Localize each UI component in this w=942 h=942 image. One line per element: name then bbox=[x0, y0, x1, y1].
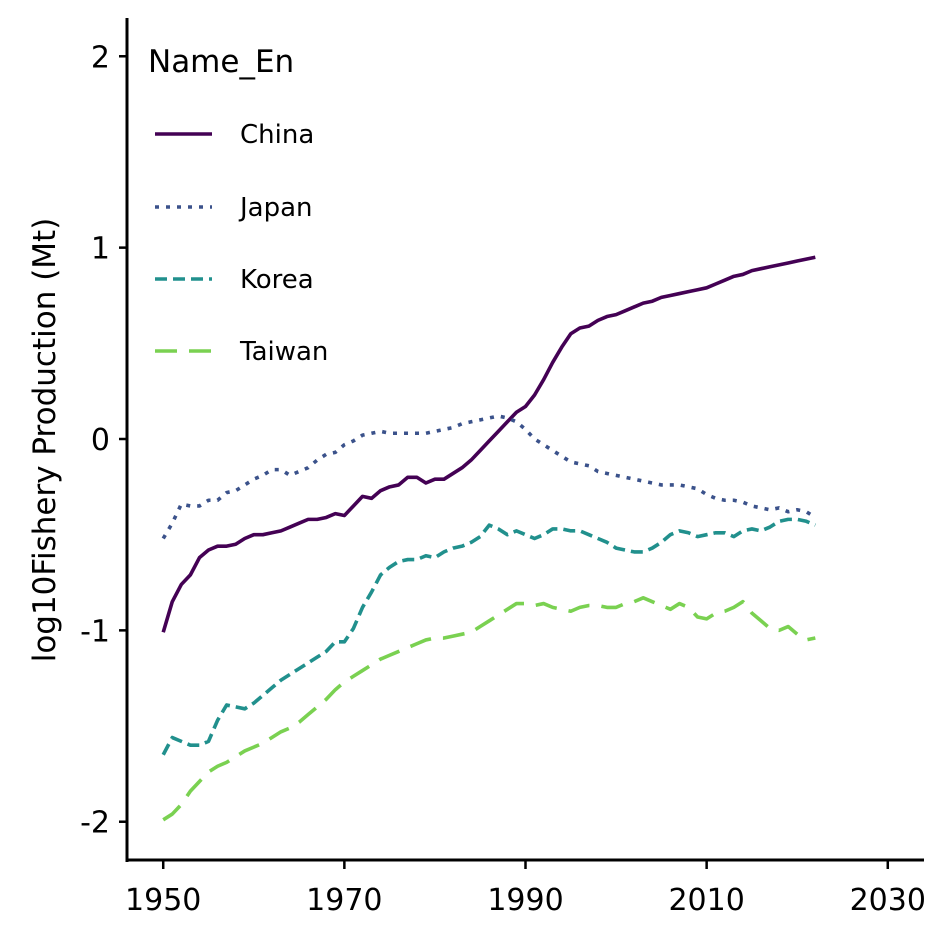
series-line-korea bbox=[161, 517, 817, 756]
legend-label-korea: Korea bbox=[240, 265, 314, 295]
legend: Name_En China Japan Korea Taiwan bbox=[148, 44, 328, 367]
y-axis-title: log10Fishery Production (Mt) bbox=[27, 218, 63, 663]
x-tick-label: 2010 bbox=[668, 883, 744, 918]
legend-title: Name_En bbox=[148, 44, 294, 80]
y-tick-label: 0 bbox=[91, 423, 110, 458]
y-tick-label: 1 bbox=[91, 232, 110, 267]
series-layer bbox=[161, 255, 817, 822]
legend-label-japan: Japan bbox=[238, 193, 313, 223]
x-axis-ticks: 1950 1970 1990 2010 2030 bbox=[125, 860, 926, 918]
series-line-japan bbox=[161, 414, 817, 540]
legend-label-taiwan: Taiwan bbox=[239, 337, 328, 367]
y-tick-label: -1 bbox=[80, 614, 110, 649]
series-line-taiwan bbox=[162, 596, 816, 822]
plot-area bbox=[161, 255, 817, 822]
x-tick-label: 1990 bbox=[487, 883, 563, 918]
y-tick-label: 2 bbox=[91, 40, 110, 75]
series-line-china bbox=[161, 255, 816, 633]
x-tick-label: 1970 bbox=[306, 883, 382, 918]
y-tick-label: -2 bbox=[80, 806, 110, 841]
legend-label-china: China bbox=[240, 120, 314, 150]
x-tick-label: 2030 bbox=[850, 883, 926, 918]
y-axis-ticks: -2 -1 0 1 2 bbox=[80, 40, 127, 841]
x-tick-label: 1950 bbox=[125, 883, 201, 918]
